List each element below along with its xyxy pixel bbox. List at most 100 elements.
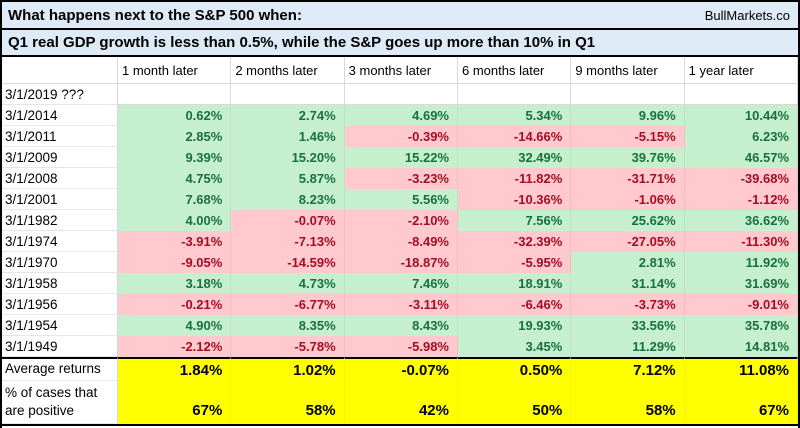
table-cell: -27.05%: [571, 231, 685, 252]
table-cell: -11.82%: [458, 168, 572, 189]
table-cell: -31.71%: [571, 168, 685, 189]
table-cell: -6.77%: [231, 294, 345, 315]
table-cell: -39.68%: [684, 168, 798, 189]
title-row-1: What happens next to the S&P 500 when: B…: [2, 2, 798, 30]
summary-cell: 42%: [344, 381, 458, 424]
row-label: 3/1/1982: [2, 210, 118, 231]
table-cell: -18.87%: [344, 252, 458, 273]
table-cell: [344, 84, 458, 105]
column-header: 3 months later: [344, 57, 458, 84]
table-cell: 39.76%: [571, 147, 685, 168]
table-cell: 7.46%: [344, 273, 458, 294]
brand-label: BullMarkets.co: [704, 7, 790, 23]
column-header: 2 months later: [231, 57, 345, 84]
table-cell: -0.07%: [231, 210, 345, 231]
table-cell: 31.69%: [684, 273, 798, 294]
row-label: 3/1/2001: [2, 189, 118, 210]
table-cell: 10.44%: [684, 105, 798, 126]
table-cell: 19.93%: [458, 315, 572, 336]
row-label: 3/1/2009: [2, 147, 118, 168]
table-cell: 31.14%: [571, 273, 685, 294]
table-cell: -1.06%: [571, 189, 685, 210]
table-cell: 25.62%: [571, 210, 685, 231]
table-cell: 4.73%: [231, 273, 345, 294]
summary-row-label: % of cases that are positive: [2, 381, 118, 424]
table-cell: 4.90%: [118, 315, 232, 336]
table-cell: 15.20%: [231, 147, 345, 168]
summary-cell: 7.12%: [571, 357, 685, 381]
table-cell: -11.30%: [684, 231, 798, 252]
table-cell: 11.29%: [571, 336, 685, 357]
summary-cell: 67%: [684, 381, 798, 424]
table-cell: -1.12%: [684, 189, 798, 210]
table-cell: 5.56%: [344, 189, 458, 210]
table-cell: -10.36%: [458, 189, 572, 210]
table-cell: -3.11%: [344, 294, 458, 315]
table-cell: 3.45%: [458, 336, 572, 357]
summary-cell: 0.50%: [458, 357, 572, 381]
summary-cell: 58%: [231, 381, 345, 424]
table-cell: -8.49%: [344, 231, 458, 252]
summary-cell: 58%: [571, 381, 685, 424]
table-cell: 4.69%: [344, 105, 458, 126]
page-title: What happens next to the S&P 500 when:: [8, 6, 302, 24]
table-cell: 8.23%: [231, 189, 345, 210]
summary-cell: 1.02%: [231, 357, 345, 381]
table-cell: 2.81%: [571, 252, 685, 273]
summary-cell: 50%: [458, 381, 572, 424]
corner-cell: [2, 57, 118, 84]
table-cell: 4.75%: [118, 168, 232, 189]
table-cell: 18.91%: [458, 273, 572, 294]
table-cell: 15.22%: [344, 147, 458, 168]
table-cell: -3.91%: [118, 231, 232, 252]
table-cell: 8.35%: [231, 315, 345, 336]
table-cell: 7.68%: [118, 189, 232, 210]
page-subtitle: Q1 real GDP growth is less than 0.5%, wh…: [8, 34, 596, 51]
table-cell: 0.62%: [118, 105, 232, 126]
table-cell: 11.92%: [684, 252, 798, 273]
column-header: 6 months later: [458, 57, 572, 84]
title-block: What happens next to the S&P 500 when: B…: [2, 0, 798, 57]
row-label: 3/1/2011: [2, 126, 118, 147]
row-label: 3/1/1954: [2, 315, 118, 336]
table-cell: -32.39%: [458, 231, 572, 252]
table-cell: -14.59%: [231, 252, 345, 273]
table-cell: 7.56%: [458, 210, 572, 231]
row-label: 3/1/2014: [2, 105, 118, 126]
table-cell: -3.23%: [344, 168, 458, 189]
row-label: 3/1/1958: [2, 273, 118, 294]
row-label: 3/1/1974: [2, 231, 118, 252]
table-cell: -6.46%: [458, 294, 572, 315]
row-label: 3/1/1956: [2, 294, 118, 315]
table-cell: -9.01%: [684, 294, 798, 315]
table-cell: 3.18%: [118, 273, 232, 294]
table-cell: -0.21%: [118, 294, 232, 315]
table-cell: 46.57%: [684, 147, 798, 168]
table-cell: -5.15%: [571, 126, 685, 147]
table-cell: -5.98%: [344, 336, 458, 357]
column-header: 1 year later: [684, 57, 798, 84]
table-cell: -0.39%: [344, 126, 458, 147]
title-row-2: Q1 real GDP growth is less than 0.5%, wh…: [2, 30, 798, 55]
table-cell: 32.49%: [458, 147, 572, 168]
table-cell: [458, 84, 572, 105]
table-cell: -2.12%: [118, 336, 232, 357]
table-cell: 2.85%: [118, 126, 232, 147]
table-cell: [571, 84, 685, 105]
table-cell: 8.43%: [344, 315, 458, 336]
table-cell: 1.46%: [231, 126, 345, 147]
table-cell: [118, 84, 232, 105]
table-cell: 33.56%: [571, 315, 685, 336]
table-cell: 5.87%: [231, 168, 345, 189]
table-cell: -9.05%: [118, 252, 232, 273]
summary-cell: -0.07%: [344, 357, 458, 381]
table-cell: -14.66%: [458, 126, 572, 147]
table-cell: 35.78%: [684, 315, 798, 336]
summary-row-label: Average returns: [2, 357, 118, 381]
summary-cell: 1.84%: [118, 357, 232, 381]
table-cell: 6.23%: [684, 126, 798, 147]
table-cell: -5.95%: [458, 252, 572, 273]
table-cell: 9.39%: [118, 147, 232, 168]
table-cell: -3.73%: [571, 294, 685, 315]
table-cell: 4.00%: [118, 210, 232, 231]
